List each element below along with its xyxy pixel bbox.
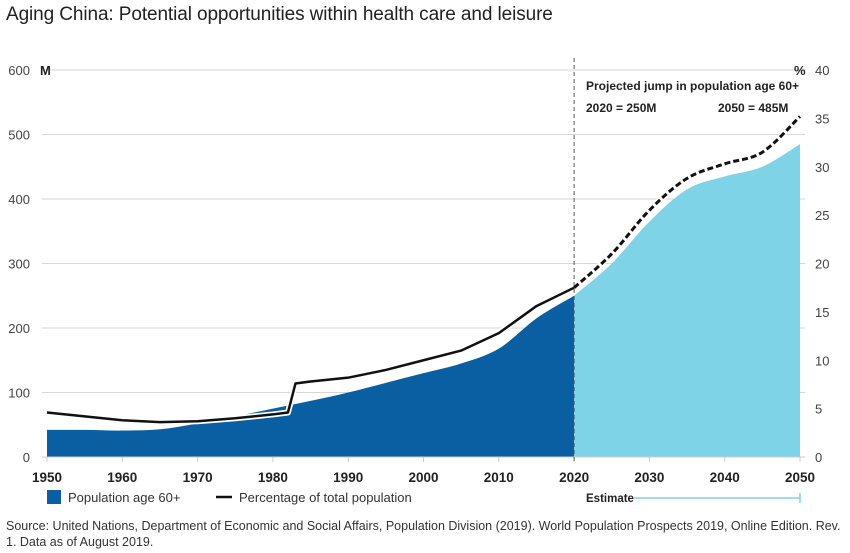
x-axis-tick: 1990	[333, 470, 363, 485]
legend-item-percentage: Percentage of total population	[239, 490, 412, 505]
legend-estimate-label: Estimate	[586, 493, 634, 505]
legend: Population age 60+ Percentage of total p…	[47, 490, 801, 505]
right-axis-tick: 20	[815, 257, 829, 272]
right-axis-tick: 5	[815, 402, 822, 417]
x-axis-tick: 2020	[559, 470, 589, 485]
x-axis-tick: 1960	[107, 470, 137, 485]
x-axis-tick: 2010	[484, 470, 514, 485]
legend-item-population: Population age 60+	[68, 490, 180, 505]
x-axis-tick: 1980	[258, 470, 288, 485]
left-axis-tick: 400	[8, 192, 30, 207]
annotation-heading: Projected jump in population age 60+	[586, 79, 799, 93]
left-axis-tick: 300	[8, 257, 30, 272]
tick-labels: 0 100 200 300 400 500 600 0 5 10 15 20 25 30 35 40 1950 1…	[8, 63, 829, 485]
axes	[42, 456, 805, 462]
annotation-2020: 2020 = 250M	[586, 101, 656, 115]
left-axis-tick: 500	[8, 128, 30, 143]
x-axis-tick: 2050	[785, 470, 815, 485]
line-historical	[46, 286, 575, 424]
chart-title: Aging China: Potential opportunities wit…	[6, 4, 553, 25]
right-axis-tick: 0	[815, 450, 822, 465]
left-axis-tick: 600	[8, 63, 30, 78]
area-estimate	[574, 144, 800, 458]
right-axis-tick: 10	[815, 353, 829, 368]
left-axis-unit: M	[40, 63, 51, 78]
x-axis-tick: 2030	[634, 470, 664, 485]
annotation-2050: 2050 = 485M	[718, 101, 788, 115]
x-axis-tick: 1970	[183, 470, 213, 485]
x-axis-tick: 1950	[32, 470, 62, 485]
areas	[47, 144, 800, 458]
legend-area-swatch	[47, 490, 61, 504]
source-note: Source: United Nations, Department of Ec…	[6, 519, 841, 549]
right-axis-tick: 40	[815, 63, 829, 78]
right-axis-tick: 30	[815, 160, 829, 175]
left-axis-tick: 0	[23, 450, 30, 465]
chart: M % Projected jump in population age 60+…	[8, 58, 829, 505]
left-axis-tick: 100	[8, 386, 30, 401]
left-axis-tick: 200	[8, 321, 30, 336]
right-axis-tick: 15	[815, 305, 829, 320]
right-axis-unit: %	[794, 63, 806, 78]
x-axis-tick: 2040	[710, 470, 740, 485]
lines	[46, 114, 803, 426]
area-historical	[47, 295, 575, 457]
x-axis-tick: 2000	[408, 470, 438, 485]
line-estimate	[573, 115, 802, 289]
right-axis-tick: 35	[815, 111, 829, 126]
right-axis-tick: 25	[815, 208, 829, 223]
